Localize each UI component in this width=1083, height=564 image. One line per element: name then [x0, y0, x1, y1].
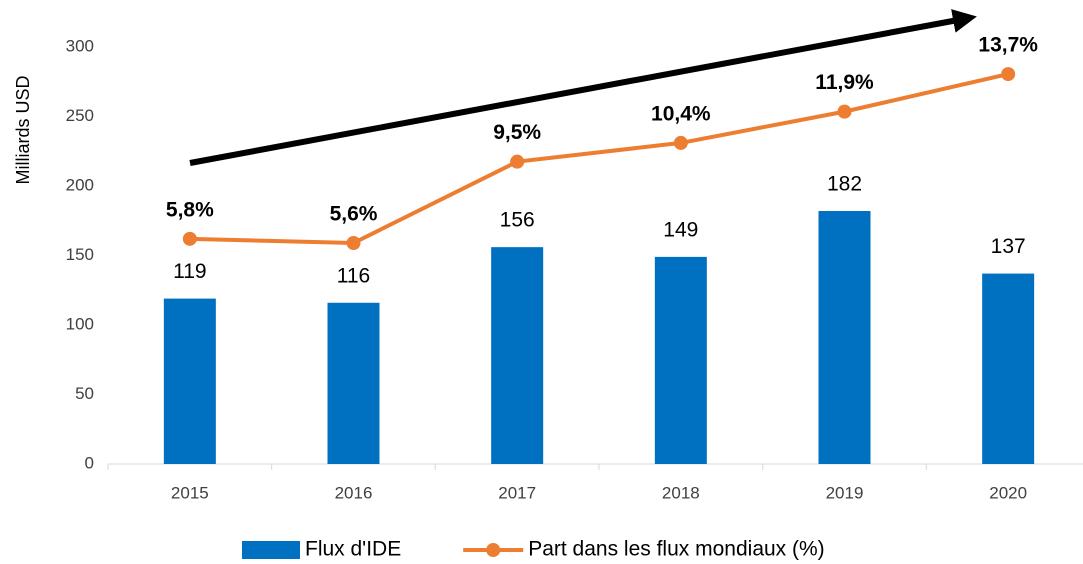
x-tick-label: 2015: [171, 483, 209, 502]
line-marker: [1001, 67, 1016, 82]
bar: [163, 298, 216, 464]
y-tick-label: 250: [66, 106, 94, 125]
y-tick-label: 50: [75, 384, 94, 403]
bar: [491, 247, 544, 464]
legend-swatch: [242, 541, 300, 559]
legend-label: Flux d'IDE: [305, 538, 401, 561]
bar-value-label: 137: [991, 235, 1026, 258]
y-tick-label: 200: [66, 175, 94, 194]
line: [189, 72, 1009, 246]
x-tick-label: 2020: [989, 483, 1027, 502]
line-marker: [837, 104, 852, 119]
y-tick-label: 0: [85, 453, 94, 472]
bar-value-label: 119: [173, 260, 206, 283]
bar: [818, 211, 871, 464]
x-tick-label: 2018: [662, 483, 700, 502]
bar-value-label: 149: [663, 218, 698, 241]
bar: [982, 273, 1035, 464]
y-tick-label: 300: [66, 36, 94, 55]
x-tick-label: 2016: [335, 483, 373, 502]
bar: [327, 302, 380, 464]
line-value-label: 13,7%: [978, 34, 1038, 57]
line-value-label: 5,6%: [330, 203, 378, 226]
bar-value-label: 156: [500, 209, 535, 232]
x-tick-label: 2017: [498, 483, 536, 502]
y-tick-label: 100: [66, 314, 94, 333]
legend-label: Part dans les flux mondiaux (%): [528, 538, 824, 561]
line-marker: [346, 235, 361, 250]
y-axis-title: Milliards USD: [13, 75, 33, 184]
line-value-label: 10,4%: [651, 102, 711, 125]
line-value-label: 5,8%: [166, 198, 214, 221]
line-value-label: 9,5%: [493, 121, 541, 144]
bar: [654, 256, 707, 464]
legend-marker: [486, 543, 501, 557]
x-tick-label: 2019: [826, 483, 864, 502]
line-marker: [182, 231, 197, 246]
bar-value-label: 182: [827, 173, 862, 196]
trend-arrow: [189, 9, 977, 166]
line-marker: [673, 135, 688, 150]
y-tick-label: 150: [66, 245, 94, 264]
line-value-label: 11,9%: [815, 71, 874, 94]
line-marker: [510, 154, 525, 169]
bar-value-label: 116: [337, 264, 370, 287]
